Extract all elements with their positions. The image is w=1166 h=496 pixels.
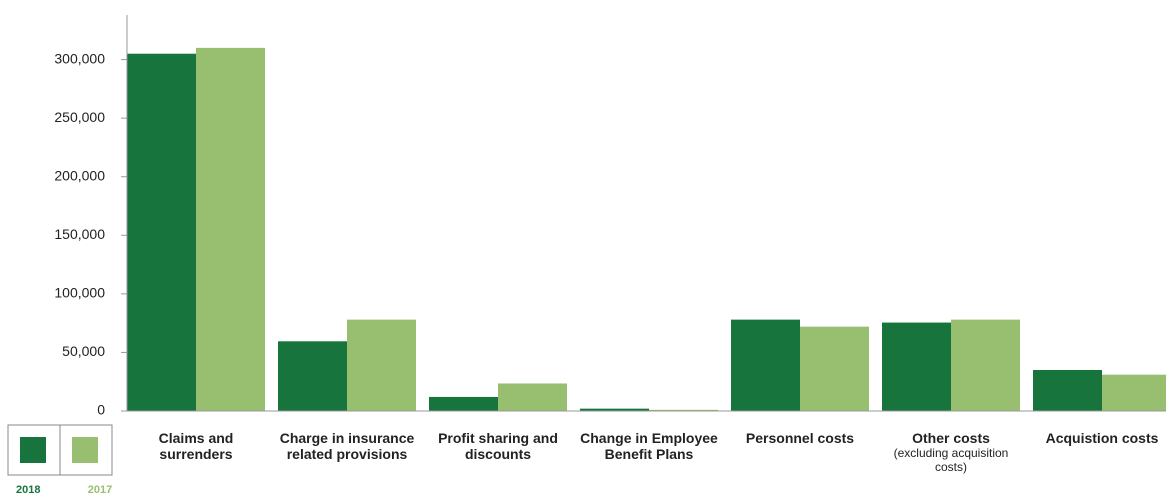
legend-swatch [72,437,98,463]
bar [498,383,567,411]
x-tick-label: Claims and surrenders [121,430,271,462]
bar [1102,374,1166,411]
y-tick-label: 100,000 [54,285,105,301]
legend-label: 2017 [88,484,112,496]
bar [951,319,1020,411]
y-tick-label: 0 [97,402,105,418]
category-name: Acquistion costs [1045,430,1159,446]
category-name: Personnel costs [745,430,855,446]
legend-swatch [20,437,46,463]
bar [127,53,196,411]
category-name: Other costs [912,430,990,446]
bar [1033,370,1102,411]
category-note: (excluding acquisition costs) [893,446,1009,474]
bar [580,408,649,411]
x-tick-label: Personnel costs [725,430,875,446]
y-tick-label: 300,000 [54,50,105,66]
y-tick-label: 50,000 [62,343,105,359]
category-name: Change in Employee Benefit Plans [580,430,718,462]
category-name: Charge in insurance related provisions [279,430,415,462]
y-tick-label: 200,000 [54,167,105,183]
legend-label: 2018 [16,484,40,496]
bar [429,396,498,411]
x-tick-label: Other costs (excluding acquisition costs) [876,430,1026,474]
y-tick-label: 250,000 [54,109,105,125]
bar [649,409,718,411]
bar [800,326,869,411]
category-name: Profit sharing and discounts [438,430,558,462]
bar [347,319,416,411]
bar [882,322,951,411]
x-tick-label: Charge in insurance related provisions [272,430,422,462]
x-tick-label: Change in Employee Benefit Plans [574,430,724,462]
y-tick-label: 150,000 [54,226,105,242]
bar [731,319,800,411]
x-tick-label: Profit sharing and discounts [423,430,573,462]
category-name: Claims and surrenders [158,430,234,462]
bar [196,47,265,411]
bar [278,341,347,411]
x-tick-label: Acquistion costs [1027,430,1166,446]
